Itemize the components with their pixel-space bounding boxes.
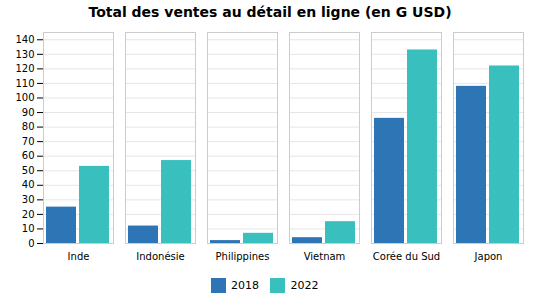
svg-text:110: 110 <box>15 78 34 89</box>
svg-text:Japon: Japon <box>474 251 503 262</box>
svg-text:40: 40 <box>22 179 35 190</box>
svg-text:90: 90 <box>22 107 35 118</box>
svg-text:Indonésie: Indonésie <box>136 251 184 262</box>
html-text:2018: 2018 <box>231 279 259 292</box>
svg-text:50: 50 <box>22 165 35 176</box>
svg-text:Inde: Inde <box>68 251 90 262</box>
svg-text:60: 60 <box>22 150 35 161</box>
svg-text:0: 0 <box>28 238 34 249</box>
svg-text:Philippines: Philippines <box>216 251 270 262</box>
svg-text:Vietnam: Vietnam <box>304 251 346 262</box>
svg-text:20: 20 <box>22 209 35 220</box>
svg-text:10: 10 <box>22 223 35 234</box>
svg-text:Corée du Sud: Corée du Sud <box>373 251 440 262</box>
svg-text:100: 100 <box>15 92 34 103</box>
html-text:Total des ventes au détail en: Total des ventes au détail en ligne (en … <box>88 4 452 20</box>
svg-text:30: 30 <box>22 194 35 205</box>
html-text:2022: 2022 <box>290 279 319 292</box>
svg-text:70: 70 <box>22 136 35 147</box>
svg-text:120: 120 <box>15 63 34 74</box>
svg-text:80: 80 <box>22 121 35 132</box>
svg-text:140: 140 <box>15 34 34 45</box>
svg-text:130: 130 <box>15 49 34 60</box>
